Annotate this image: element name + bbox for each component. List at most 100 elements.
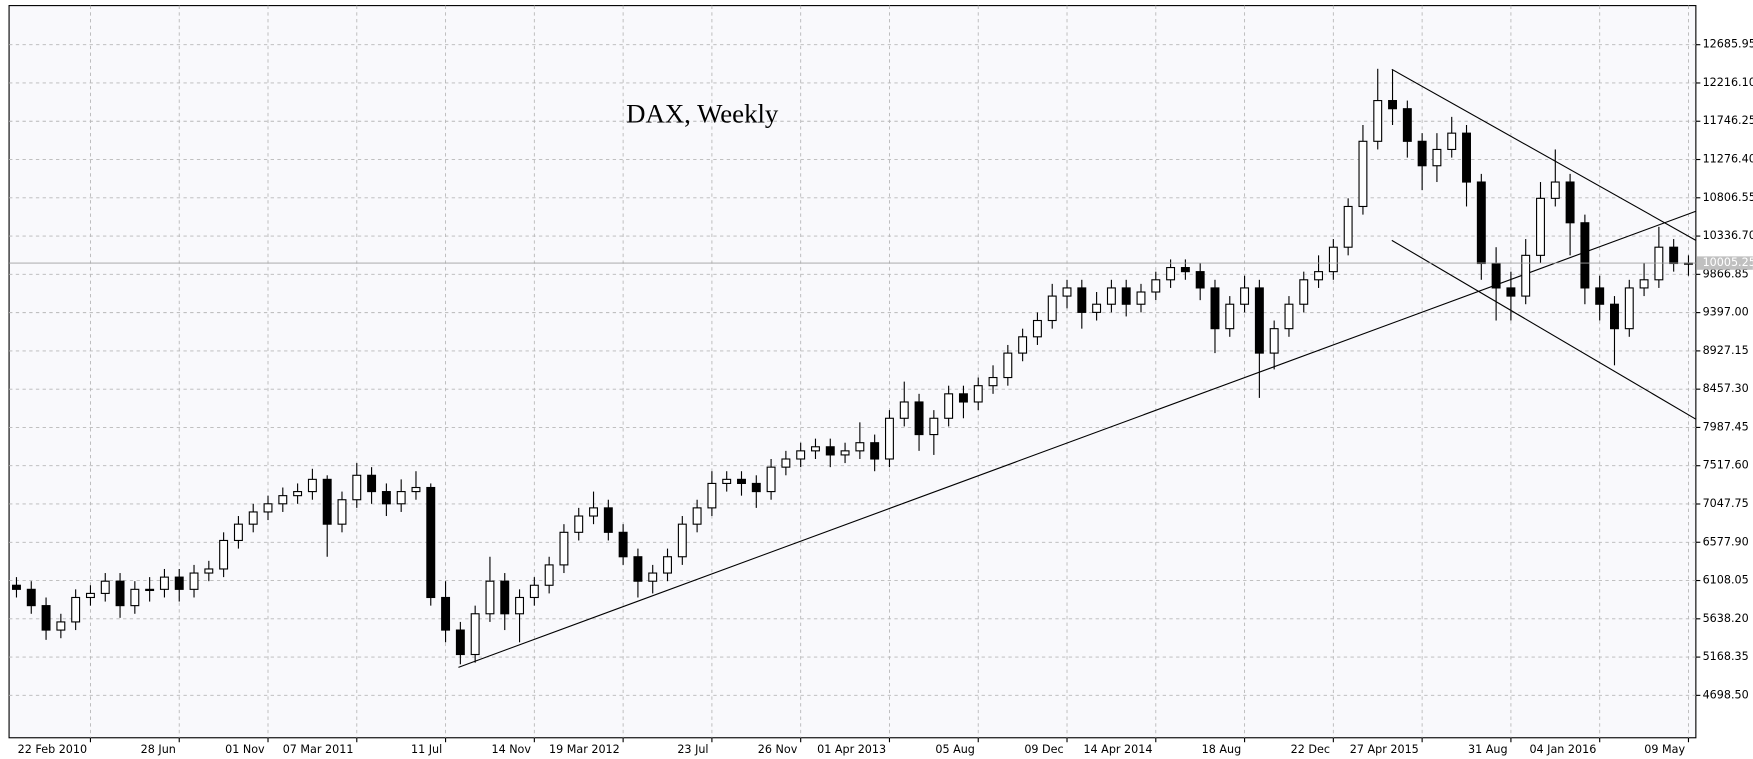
candle-body (1077, 287, 1087, 313)
candle-body (1432, 148, 1442, 167)
candle-body (766, 466, 776, 493)
candle-body (381, 491, 391, 505)
candle-body (1358, 140, 1368, 208)
candle-body (1018, 336, 1028, 354)
x-tick-label: 14 Nov (491, 743, 531, 756)
candles (11, 68, 1693, 665)
candle-body (648, 572, 658, 582)
candle-body (115, 580, 125, 607)
candle-body (1610, 303, 1619, 330)
candle-body (1032, 319, 1042, 338)
y-tick-label: 9866.85 (1703, 267, 1749, 280)
candle-body (1092, 303, 1102, 313)
candle-body (455, 629, 465, 656)
candle-body (1254, 287, 1264, 354)
candle-body (1284, 303, 1294, 330)
y-tick-label: 5168.35 (1703, 650, 1749, 663)
candle-body (559, 531, 569, 566)
candle-body (855, 442, 865, 452)
candle-body (944, 393, 954, 419)
candle-body (1343, 205, 1353, 248)
candle-body (41, 605, 51, 631)
y-tick-label: 4698.50 (1703, 688, 1749, 701)
candle-body (352, 474, 362, 501)
y-tick-label: 7047.75 (1703, 497, 1749, 510)
candle-body (515, 596, 525, 615)
candle-body (870, 442, 880, 460)
candle-body (307, 478, 317, 493)
candle-body (1314, 271, 1324, 281)
x-tick-label: 09 May (1644, 743, 1685, 756)
candle-body (145, 588, 155, 592)
x-tick-label: 09 Dec (1024, 743, 1063, 756)
candle-body (470, 613, 480, 656)
candle-body (1639, 279, 1649, 289)
candle-body (929, 417, 939, 436)
candle-body (367, 474, 377, 493)
y-tick-label: 11276.40 (1703, 153, 1753, 166)
candle-body (56, 621, 66, 631)
candle-body (1151, 279, 1161, 293)
candle-body (825, 446, 835, 456)
candle-body (263, 503, 273, 513)
current-price-box (1696, 256, 1753, 270)
x-tick-label: 18 Aug (1202, 743, 1242, 756)
candle-body (796, 450, 806, 460)
trendline (1391, 68, 1697, 241)
candle-body (1536, 197, 1545, 256)
candle-body (26, 588, 36, 607)
x-tick-label: 14 Apr 2014 (1083, 743, 1152, 756)
candle-body (1506, 287, 1516, 297)
candle-body (663, 556, 672, 574)
y-tick-label: 10336.70 (1703, 229, 1753, 242)
candle-body (1121, 287, 1131, 305)
trendlines (458, 68, 1697, 668)
x-tick-label: 22 Dec (1291, 743, 1330, 756)
candle-body (1580, 222, 1590, 289)
candle-body (1195, 271, 1205, 289)
candle-body (1240, 287, 1250, 305)
candle-body (1388, 100, 1398, 110)
x-tick-label: 07 Mar 2011 (283, 743, 354, 756)
candle-body (485, 580, 495, 615)
y-tick-label: 12685.95 (1703, 38, 1753, 51)
candle-body (337, 499, 347, 525)
candle-body (85, 592, 95, 599)
candle-body (973, 385, 983, 403)
candle-body (618, 531, 628, 558)
plot-frame (8, 5, 1697, 739)
x-tick-label: 31 Aug (1468, 743, 1508, 756)
candle-body (1491, 262, 1501, 289)
x-tick-label: 19 Mar 2012 (549, 743, 620, 756)
x-tick-label: 01 Nov (225, 743, 265, 756)
x-tick-label: 01 Apr 2013 (817, 743, 886, 756)
candle-body (396, 491, 406, 505)
candle-body (426, 486, 436, 599)
candle-body (441, 596, 451, 631)
x-tick-label: 26 Nov (758, 743, 798, 756)
candle-body (1299, 279, 1309, 305)
candle-body (603, 507, 613, 533)
candle-body (1669, 246, 1679, 265)
trendline (458, 210, 1697, 668)
candle-body (1565, 181, 1575, 224)
candle-body (781, 458, 791, 468)
candle-body (884, 417, 894, 460)
candle-body (174, 576, 184, 590)
candle-body (574, 515, 584, 533)
y-tick-label: 8927.15 (1703, 344, 1749, 357)
x-tick-label: 05 Aug (935, 743, 975, 756)
candle-body (1521, 254, 1531, 297)
candle-body (1595, 287, 1605, 305)
candle-body (692, 507, 702, 525)
y-tick-label: 5638.20 (1703, 612, 1749, 625)
candle-body (1328, 246, 1338, 273)
y-tick-label: 11746.25 (1703, 114, 1753, 127)
candle-body (958, 393, 968, 403)
candle-body (130, 588, 140, 607)
candle-body (722, 478, 732, 484)
candle-body (529, 584, 539, 599)
candle-body (233, 523, 243, 542)
candle-body (1624, 287, 1634, 330)
candle-body (633, 556, 643, 582)
